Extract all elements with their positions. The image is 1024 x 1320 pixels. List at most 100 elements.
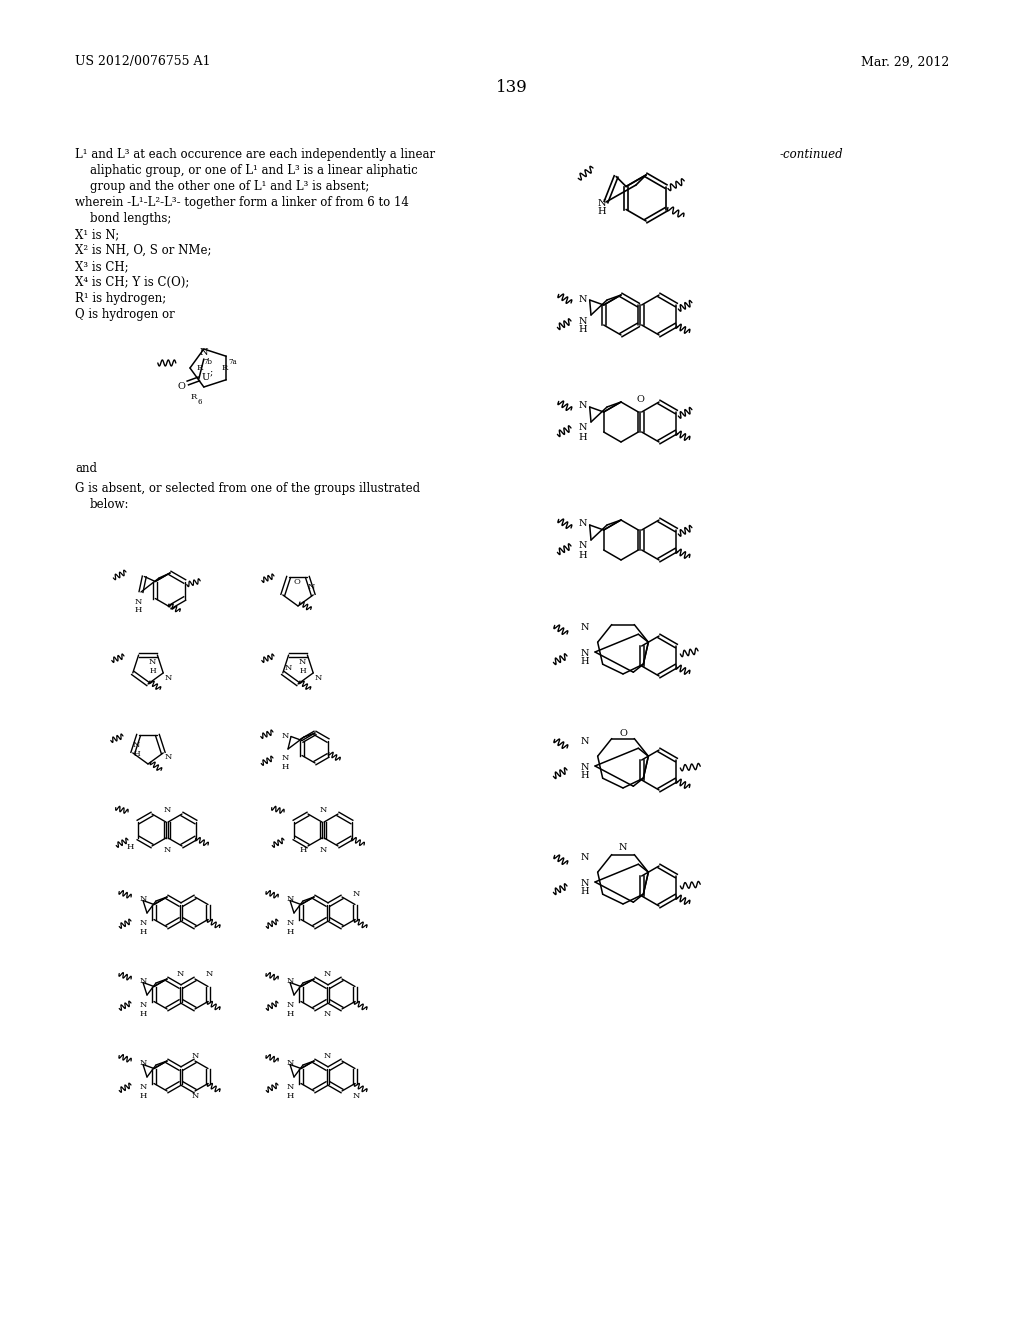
- Text: H: H: [287, 1010, 294, 1018]
- Text: N: N: [287, 1001, 294, 1008]
- Text: X² is NH, O, S or NMe;: X² is NH, O, S or NMe;: [75, 244, 212, 257]
- Text: N: N: [134, 598, 141, 606]
- Text: -continued: -continued: [780, 148, 844, 161]
- Text: N: N: [314, 675, 322, 682]
- Text: N: N: [287, 977, 294, 985]
- Text: H: H: [579, 326, 588, 334]
- Text: N: N: [139, 1059, 146, 1067]
- Text: N: N: [581, 738, 589, 747]
- Text: N: N: [287, 1059, 294, 1067]
- Text: ;: ;: [209, 367, 213, 376]
- Text: N: N: [618, 843, 628, 853]
- Text: 139: 139: [496, 79, 528, 96]
- Text: N: N: [139, 1082, 146, 1092]
- Text: aliphatic group, or one of L¹ and L³ is a linear aliphatic: aliphatic group, or one of L¹ and L³ is …: [90, 164, 418, 177]
- Text: H: H: [299, 846, 306, 854]
- Text: H: H: [133, 750, 140, 758]
- Text: N: N: [299, 659, 306, 667]
- Text: N: N: [352, 1092, 359, 1100]
- Text: H: H: [134, 606, 141, 614]
- Text: below:: below:: [90, 498, 129, 511]
- Text: N: N: [282, 754, 289, 762]
- Text: G is absent, or selected from one of the groups illustrated: G is absent, or selected from one of the…: [75, 482, 420, 495]
- Text: N: N: [176, 970, 183, 978]
- Text: wherein -L¹-L²-L³- together form a linker of from 6 to 14: wherein -L¹-L²-L³- together form a linke…: [75, 195, 409, 209]
- Text: H: H: [139, 1092, 146, 1100]
- Text: H: H: [139, 1010, 146, 1018]
- Text: X³ is CH;: X³ is CH;: [75, 260, 129, 273]
- Text: N: N: [581, 623, 589, 632]
- Text: H: H: [139, 928, 146, 936]
- Text: N: N: [148, 659, 156, 667]
- Text: N: N: [206, 970, 213, 978]
- Text: O: O: [293, 578, 300, 586]
- Text: L¹ and L³ at each occurence are each independently a linear: L¹ and L³ at each occurence are each ind…: [75, 148, 435, 161]
- Text: and: and: [75, 462, 97, 475]
- Text: N: N: [307, 583, 315, 591]
- Text: N: N: [191, 1092, 199, 1100]
- Text: N: N: [165, 752, 172, 760]
- Text: 6: 6: [198, 397, 202, 407]
- Text: N: N: [579, 294, 587, 304]
- Text: N: N: [579, 520, 587, 528]
- Text: 7a: 7a: [228, 358, 238, 366]
- Text: O: O: [620, 730, 627, 738]
- Text: H: H: [598, 207, 606, 216]
- Text: N: N: [191, 1052, 199, 1060]
- Text: US 2012/0076755 A1: US 2012/0076755 A1: [75, 55, 211, 69]
- Text: N: N: [581, 854, 589, 862]
- Text: N: N: [200, 348, 208, 358]
- Text: N: N: [581, 648, 589, 657]
- Text: H: H: [150, 667, 156, 675]
- Text: H: H: [581, 771, 590, 780]
- Text: Mar. 29, 2012: Mar. 29, 2012: [861, 55, 949, 69]
- Text: R: R: [221, 364, 227, 372]
- Text: N: N: [581, 763, 589, 771]
- Text: N: N: [352, 890, 359, 898]
- Text: N: N: [287, 1082, 294, 1092]
- Text: N: N: [139, 895, 146, 903]
- Text: X¹ is N;: X¹ is N;: [75, 228, 119, 242]
- Text: R¹ is hydrogen;: R¹ is hydrogen;: [75, 292, 166, 305]
- Text: R: R: [197, 364, 203, 372]
- Text: N: N: [579, 541, 587, 550]
- Text: N: N: [139, 919, 146, 927]
- Text: N: N: [165, 675, 172, 682]
- Text: N: N: [319, 807, 327, 814]
- Text: N: N: [163, 807, 171, 814]
- Text: group and the other one of L¹ and L³ is absent;: group and the other one of L¹ and L³ is …: [90, 180, 370, 193]
- Text: N: N: [139, 977, 146, 985]
- Text: N: N: [579, 424, 587, 433]
- Text: H: H: [579, 433, 588, 441]
- Text: H: H: [126, 843, 134, 851]
- Text: O: O: [178, 383, 185, 392]
- Text: N: N: [287, 895, 294, 903]
- Text: H: H: [299, 667, 306, 675]
- Text: N: N: [319, 846, 327, 854]
- Text: N: N: [282, 733, 289, 741]
- Text: R: R: [190, 393, 197, 401]
- Text: N: N: [324, 1010, 331, 1018]
- Text: Q is hydrogen or: Q is hydrogen or: [75, 308, 175, 321]
- Text: H: H: [581, 657, 590, 667]
- Text: N: N: [284, 664, 292, 672]
- Text: N: N: [139, 1001, 146, 1008]
- Text: H: H: [287, 928, 294, 936]
- Text: X⁴ is CH; Y is C(O);: X⁴ is CH; Y is C(O);: [75, 276, 189, 289]
- Text: H: H: [282, 763, 289, 771]
- Text: N: N: [579, 317, 587, 326]
- Text: N: N: [324, 1052, 331, 1060]
- Text: N: N: [581, 879, 589, 887]
- Text: bond lengths;: bond lengths;: [90, 213, 171, 224]
- Text: N: N: [287, 919, 294, 927]
- Text: N: N: [598, 199, 606, 209]
- Text: 7b: 7b: [204, 358, 213, 366]
- Text: U: U: [202, 372, 210, 381]
- Text: N: N: [133, 741, 140, 748]
- Text: N: N: [579, 401, 587, 411]
- Text: O: O: [636, 396, 644, 404]
- Text: H: H: [287, 1092, 294, 1100]
- Text: H: H: [581, 887, 590, 896]
- Text: N: N: [324, 970, 331, 978]
- Text: N: N: [163, 846, 171, 854]
